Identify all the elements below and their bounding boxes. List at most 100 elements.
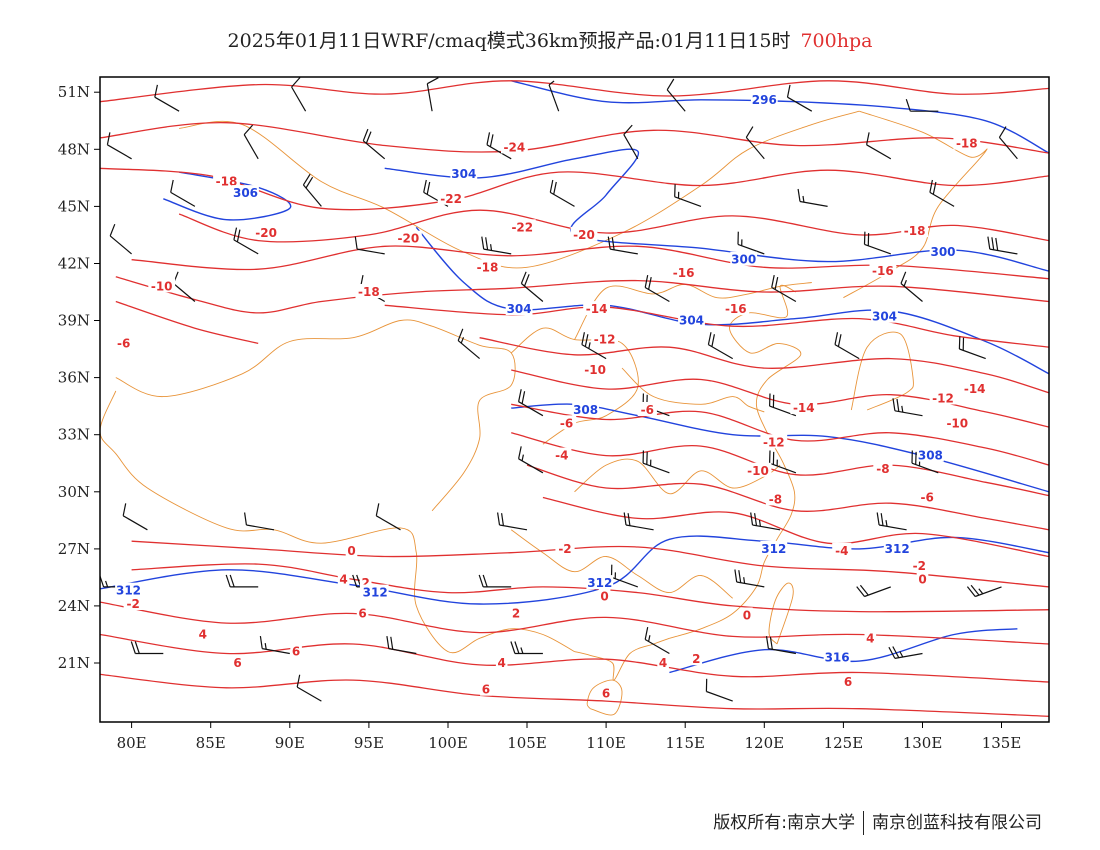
temperature-label-bg bbox=[765, 491, 785, 506]
wind-barb bbox=[426, 77, 439, 112]
temperature-label: 6 bbox=[358, 607, 366, 621]
wind-barb bbox=[987, 236, 1018, 255]
height-label: 308 bbox=[918, 449, 943, 463]
wind-barb-flag bbox=[134, 641, 140, 654]
wind-barb-flag bbox=[302, 173, 311, 186]
height-label: 316 bbox=[825, 650, 850, 664]
wind-barb-staff bbox=[581, 344, 607, 360]
wind-barb-flag bbox=[900, 271, 907, 284]
wind-barb bbox=[745, 126, 765, 160]
temperature-label: -16 bbox=[725, 302, 747, 316]
border-line bbox=[115, 319, 516, 512]
temperature-label-bg bbox=[869, 263, 897, 278]
temperature-label: 2 bbox=[362, 576, 370, 590]
wind-barb bbox=[866, 132, 892, 160]
wind-barb bbox=[233, 227, 259, 255]
wind-barb-flag bbox=[296, 674, 301, 688]
wind-barb bbox=[486, 132, 512, 160]
wind-barb-flag bbox=[834, 332, 839, 345]
wind-barb-flag bbox=[457, 328, 464, 341]
x-tick-label: 135E bbox=[982, 734, 1022, 752]
wind-barb-staff bbox=[518, 401, 544, 417]
wind-barb-staff bbox=[170, 191, 196, 207]
height-label: 304 bbox=[679, 314, 704, 328]
wind-barb-half-flag bbox=[588, 342, 591, 349]
temperature-label-bg bbox=[591, 331, 618, 346]
temperature-label: -2 bbox=[913, 559, 926, 573]
temperature-label-bg bbox=[359, 575, 372, 590]
wind-barb-flag bbox=[623, 124, 633, 135]
temperature-label-bg bbox=[197, 626, 209, 641]
wind-barb-staff bbox=[959, 348, 986, 360]
wind-barb-flag bbox=[607, 236, 611, 250]
wind-barb-staff bbox=[708, 344, 733, 360]
wind-barb-staff bbox=[894, 652, 923, 659]
temperature-label: -4 bbox=[555, 449, 568, 463]
temperature-label-bg bbox=[690, 651, 703, 666]
temperature-label-bg bbox=[252, 225, 280, 239]
height-label: 312 bbox=[363, 586, 388, 600]
temperature-label: 0 bbox=[918, 572, 926, 586]
wind-barb-flag bbox=[995, 237, 999, 251]
temperature-label-bg bbox=[961, 381, 989, 395]
wind-barb-staff bbox=[457, 340, 480, 360]
wind-barb bbox=[734, 569, 765, 588]
wind-barb bbox=[966, 584, 1002, 598]
y-tick-label: 42N bbox=[58, 255, 90, 273]
wind-barb-flag bbox=[510, 641, 516, 654]
wind-barb-flag bbox=[905, 99, 911, 112]
temperature-label-bg bbox=[842, 674, 854, 688]
wind-barb-flag bbox=[666, 78, 675, 91]
wind-barb-staff bbox=[296, 686, 322, 702]
height-contour bbox=[415, 226, 1049, 375]
temperature-label: -14 bbox=[793, 401, 815, 415]
wind-barb-staff bbox=[771, 286, 797, 303]
temperature-label-bg bbox=[480, 681, 492, 696]
wind-barb-flag bbox=[106, 132, 111, 145]
wind-barb-flag bbox=[859, 584, 869, 596]
wind-barb-staff bbox=[173, 283, 196, 302]
height-label-bg bbox=[883, 540, 911, 555]
wind-barb-flag bbox=[225, 574, 231, 588]
wind-barb-staff bbox=[623, 134, 639, 160]
wind-barb-staff bbox=[878, 524, 907, 531]
y-tick-label: 27N bbox=[58, 540, 90, 558]
height-label-bg bbox=[917, 447, 944, 462]
border-line bbox=[510, 327, 639, 445]
wind-barb-flag bbox=[611, 237, 615, 250]
height-label-bg bbox=[760, 540, 788, 555]
temperature-label-bg bbox=[555, 540, 575, 555]
wind-barb-staff bbox=[426, 83, 433, 112]
temperature-contour bbox=[479, 337, 1049, 394]
height-label: 312 bbox=[761, 542, 786, 556]
wind-barb-flag bbox=[876, 512, 880, 526]
temperature-label: -18 bbox=[904, 224, 926, 238]
temperature-label: 4 bbox=[339, 572, 347, 586]
wind-barb-flag bbox=[932, 181, 937, 195]
temperature-label-bg bbox=[474, 259, 501, 274]
wind-barb-flag bbox=[627, 513, 631, 526]
temperature-label-bg bbox=[231, 655, 244, 669]
temperature-contour bbox=[131, 563, 1049, 613]
wind-barb bbox=[518, 446, 544, 474]
wind-barb-flag bbox=[549, 179, 554, 193]
wind-barb-flag bbox=[523, 274, 530, 287]
wind-barb bbox=[243, 124, 259, 160]
wind-barb bbox=[998, 126, 1018, 160]
height-label: 312 bbox=[587, 576, 612, 590]
temperature-label: 2 bbox=[512, 607, 520, 621]
wind-barb bbox=[457, 328, 480, 360]
axis-ticks: 80E 85E 90E 95E 100E 105E 110E 115E 120E 125E 130E… bbox=[58, 83, 1022, 752]
map-frame bbox=[99, 76, 1050, 723]
wind-barb-flag bbox=[154, 84, 158, 98]
wind-barb-staff bbox=[666, 89, 686, 112]
temperature-contour bbox=[526, 464, 1049, 531]
wind-barb-staff bbox=[769, 462, 797, 474]
wind-barb-flag bbox=[856, 586, 865, 597]
temperature-label: -20 bbox=[398, 232, 420, 246]
wind-barb bbox=[375, 503, 401, 531]
temperature-label: 4 bbox=[659, 656, 667, 670]
wind-barb-flag bbox=[514, 641, 520, 654]
height-label-bg bbox=[361, 584, 389, 599]
wind-barb-flag bbox=[244, 512, 247, 526]
